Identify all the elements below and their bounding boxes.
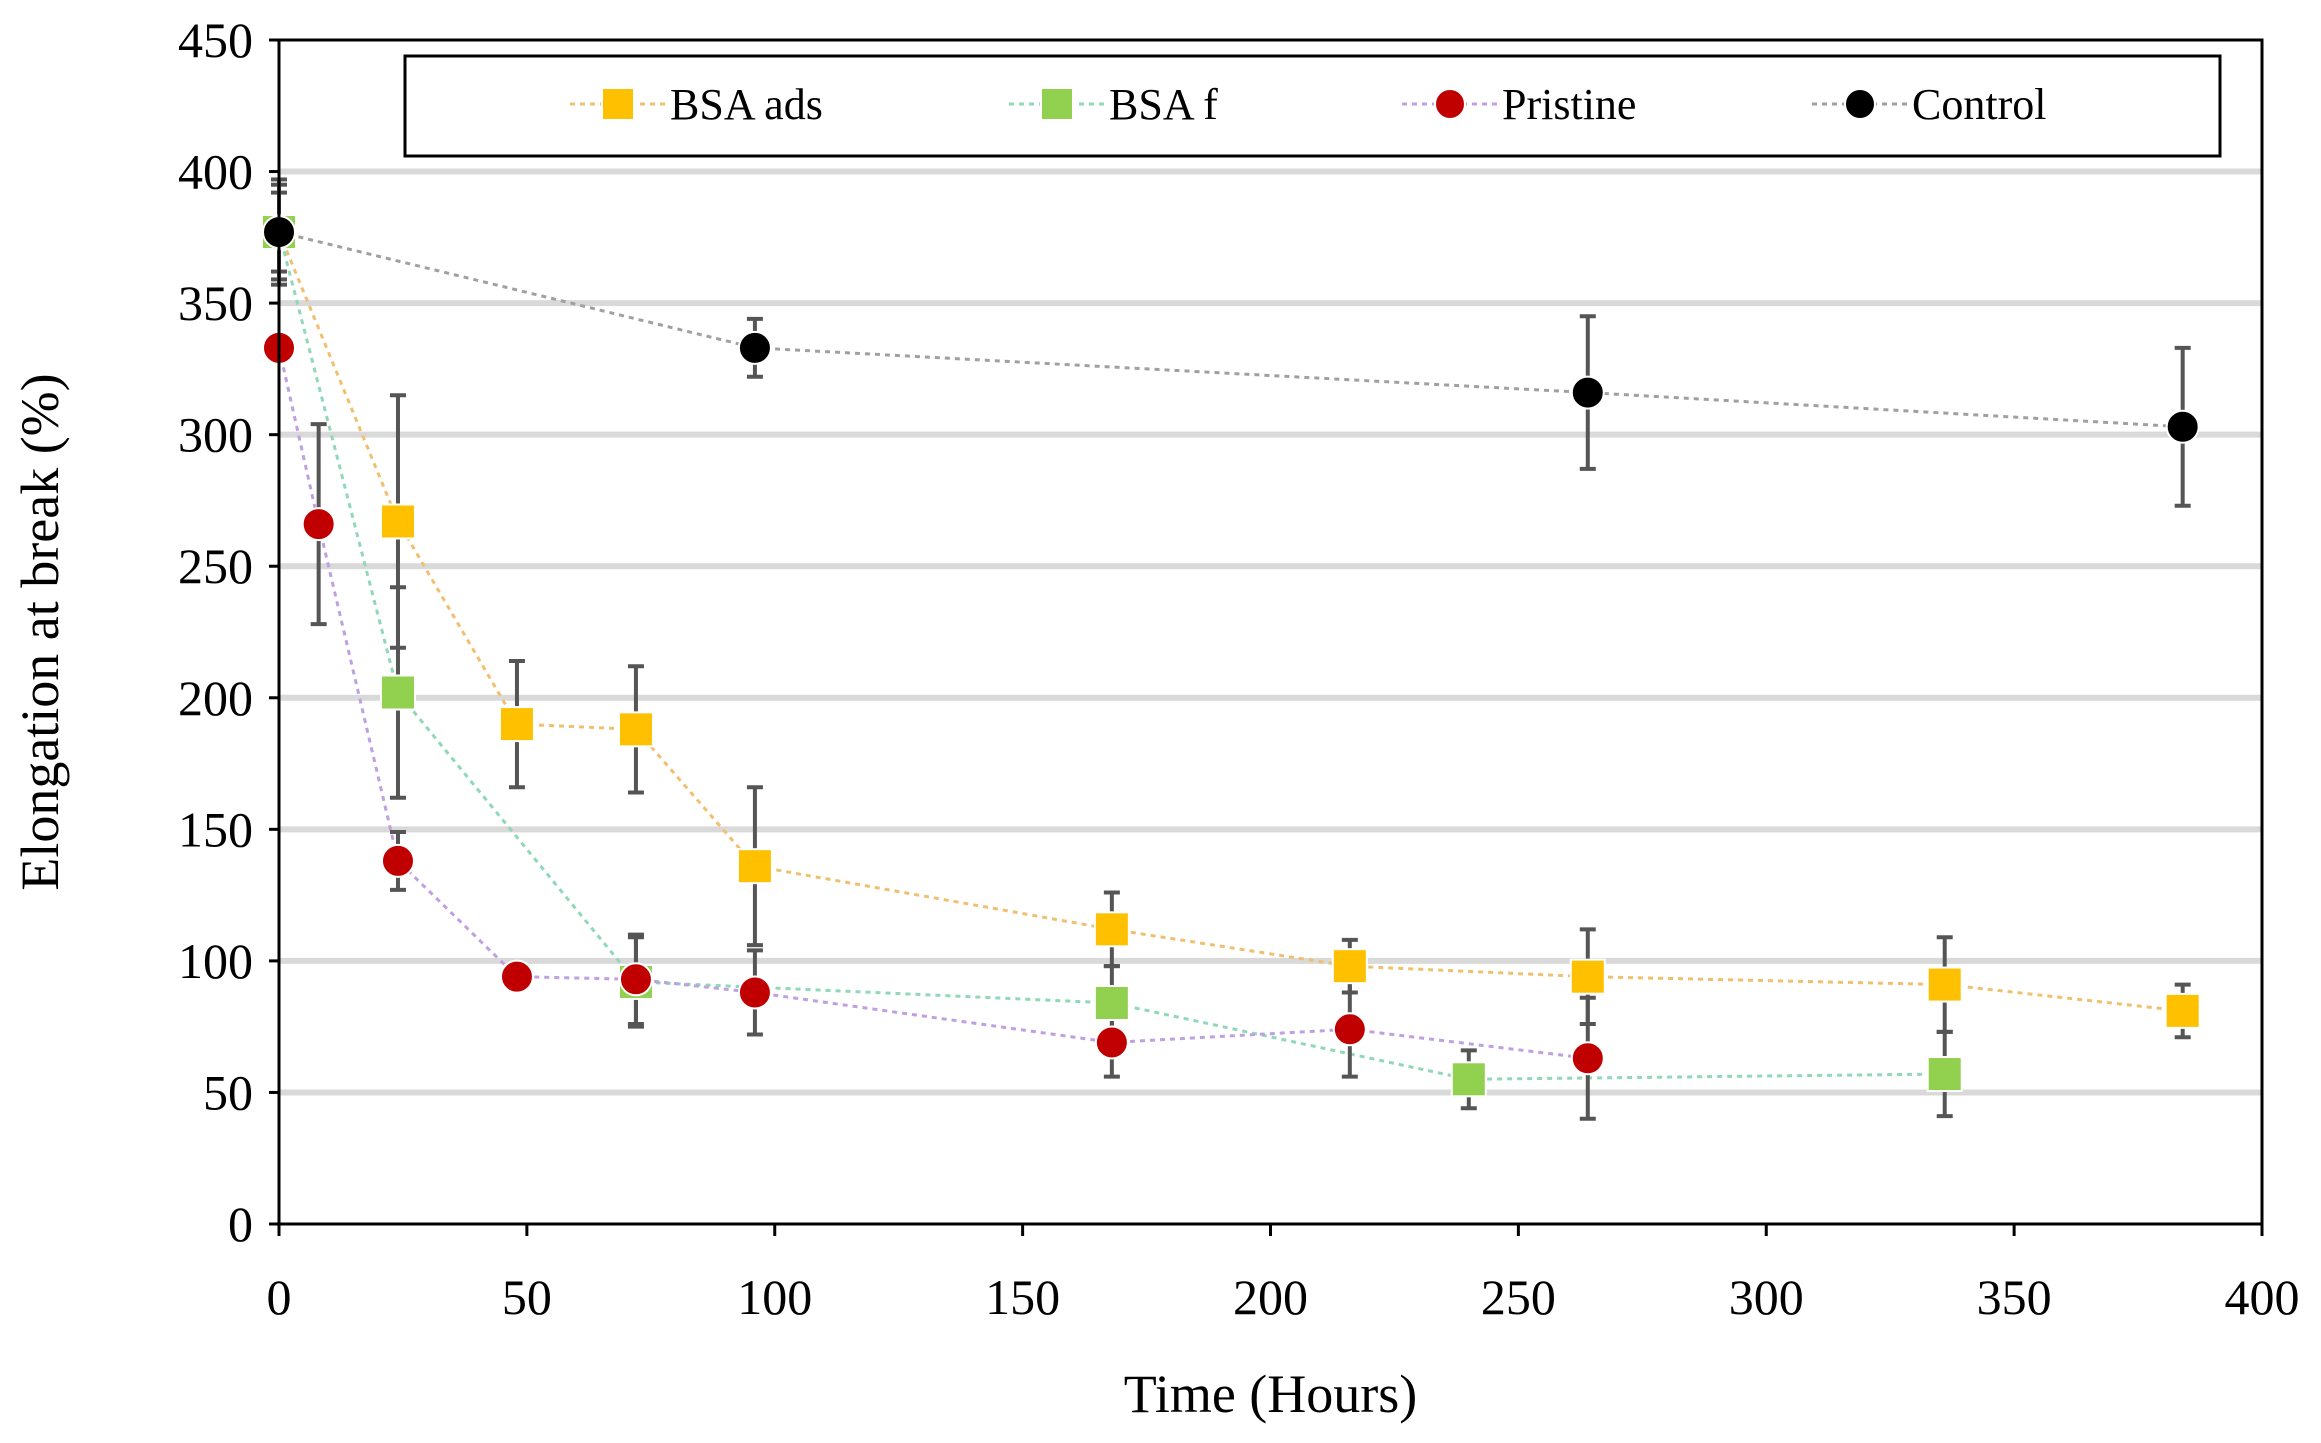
data-point <box>737 330 772 365</box>
x-tick-label: 150 <box>985 1269 1060 1325</box>
legend-box <box>403 54 2222 158</box>
y-tick-label: 450 <box>178 12 253 68</box>
legend-marker <box>601 87 635 121</box>
legend-marker <box>1844 88 1876 120</box>
legend-label: Control <box>1912 80 2046 129</box>
x-tick-label: 400 <box>2225 1269 2300 1325</box>
data-point <box>1926 1056 1963 1093</box>
data-point <box>736 848 773 885</box>
data-point <box>301 507 336 542</box>
data-point <box>1926 966 1963 1003</box>
x-tick-label: 0 <box>267 1269 292 1325</box>
x-axis-title: Time (Hours) <box>1124 1364 1418 1424</box>
data-point <box>737 975 772 1010</box>
data-point <box>618 962 653 997</box>
y-tick-label: 300 <box>178 407 253 463</box>
data-point <box>1570 1041 1605 1076</box>
y-tick-label: 0 <box>228 1196 253 1252</box>
x-tick-label: 50 <box>502 1269 552 1325</box>
data-point <box>1332 1012 1367 1047</box>
legend-marker <box>1434 88 1466 120</box>
legend-label: BSA f <box>1109 80 1218 129</box>
data-point <box>379 503 416 540</box>
legend: BSA ads BSA f Pristine Control <box>403 54 2222 158</box>
data-point <box>1570 375 1605 410</box>
data-markers <box>261 214 2201 1098</box>
data-point <box>1093 911 1130 948</box>
legend-label: BSA ads <box>670 80 823 129</box>
gridlines <box>279 168 2262 1096</box>
data-point <box>498 706 535 743</box>
x-axis-ticks: 0 50 100 150 200 250 300 350 400 <box>267 1224 2300 1325</box>
data-point <box>379 674 416 711</box>
data-point <box>499 959 534 994</box>
y-tick-label: 400 <box>178 144 253 200</box>
data-point <box>1094 1025 1129 1060</box>
x-tick-label: 350 <box>1977 1269 2052 1325</box>
x-tick-label: 250 <box>1481 1269 1556 1325</box>
series-line <box>277 231 1945 1081</box>
y-axis-ticks: 0 50 100 150 200 250 300 350 400 450 <box>178 12 279 1252</box>
data-point <box>617 711 654 748</box>
y-tick-label: 250 <box>178 538 253 594</box>
data-point <box>1450 1061 1487 1098</box>
series-line <box>278 230 2183 429</box>
legend-label: Pristine <box>1502 80 1636 129</box>
y-tick-label: 150 <box>178 801 253 857</box>
x-tick-label: 300 <box>1729 1269 1804 1325</box>
x-tick-label: 100 <box>737 1269 812 1325</box>
series-line <box>277 231 2183 1013</box>
x-tick-label: 200 <box>1233 1269 1308 1325</box>
data-point <box>1331 948 1368 985</box>
data-point <box>380 843 415 878</box>
y-tick-label: 200 <box>178 670 253 726</box>
y-tick-label: 100 <box>178 933 253 989</box>
data-point <box>2164 992 2201 1029</box>
data-point <box>1569 958 1606 995</box>
y-tick-label: 50 <box>203 1064 253 1120</box>
data-point <box>1093 984 1130 1021</box>
y-axis-title: Elongation at break (%) <box>10 373 70 890</box>
legend-marker <box>1040 87 1074 121</box>
y-tick-label: 350 <box>178 275 253 331</box>
data-point <box>2165 409 2200 444</box>
